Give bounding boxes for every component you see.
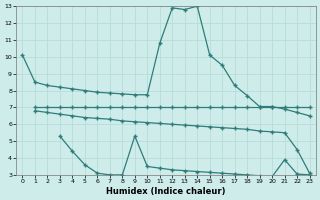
X-axis label: Humidex (Indice chaleur): Humidex (Indice chaleur) — [106, 187, 226, 196]
